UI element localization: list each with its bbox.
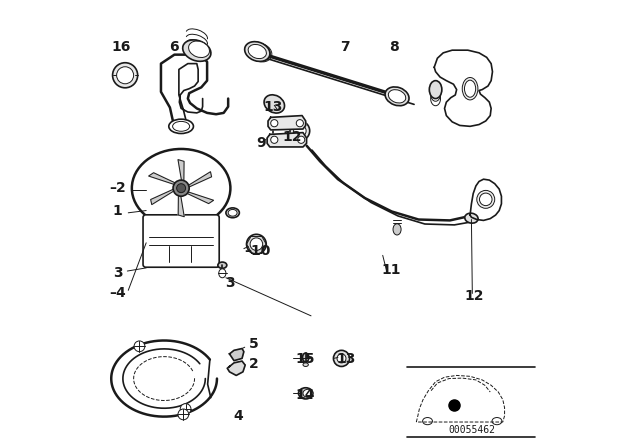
Text: 3: 3 [225, 276, 234, 290]
Polygon shape [470, 179, 502, 220]
Ellipse shape [132, 149, 230, 227]
Ellipse shape [388, 90, 406, 103]
Circle shape [296, 120, 303, 127]
Text: 13: 13 [263, 99, 283, 114]
Ellipse shape [479, 193, 492, 206]
Text: 13: 13 [336, 352, 356, 366]
Ellipse shape [218, 262, 227, 268]
Ellipse shape [393, 224, 401, 235]
Circle shape [113, 63, 138, 88]
Ellipse shape [298, 388, 313, 399]
Polygon shape [178, 159, 184, 185]
Polygon shape [267, 133, 307, 147]
Text: 00055462: 00055462 [448, 425, 495, 435]
Ellipse shape [422, 418, 433, 425]
Ellipse shape [182, 40, 211, 61]
Text: 2: 2 [249, 357, 259, 371]
Circle shape [333, 350, 349, 366]
Circle shape [290, 121, 310, 141]
Circle shape [173, 180, 189, 196]
Polygon shape [227, 361, 245, 375]
Polygon shape [185, 172, 212, 188]
Polygon shape [150, 188, 177, 205]
Text: 12: 12 [465, 289, 484, 303]
Ellipse shape [228, 210, 237, 216]
Text: 3: 3 [113, 266, 122, 280]
Circle shape [246, 234, 266, 254]
Polygon shape [230, 349, 244, 361]
Text: 1: 1 [113, 204, 122, 219]
Ellipse shape [429, 81, 442, 99]
Circle shape [178, 409, 189, 420]
Circle shape [271, 136, 278, 143]
Circle shape [337, 354, 346, 363]
Text: 4: 4 [234, 409, 243, 423]
Circle shape [180, 404, 191, 414]
Circle shape [298, 136, 305, 143]
Text: –4: –4 [109, 286, 126, 301]
Polygon shape [435, 50, 493, 126]
Circle shape [116, 67, 134, 84]
Circle shape [271, 120, 278, 127]
Circle shape [294, 125, 306, 137]
Ellipse shape [173, 121, 189, 131]
Ellipse shape [226, 208, 239, 218]
Ellipse shape [269, 123, 277, 128]
Text: 11: 11 [381, 263, 401, 277]
Text: 5: 5 [249, 337, 259, 351]
Circle shape [177, 184, 186, 193]
Ellipse shape [462, 78, 478, 100]
Polygon shape [178, 191, 184, 217]
Ellipse shape [264, 95, 285, 113]
Text: 14: 14 [296, 388, 316, 402]
Ellipse shape [477, 190, 495, 208]
Text: 9: 9 [256, 136, 266, 151]
Text: 16: 16 [111, 40, 131, 54]
Polygon shape [148, 173, 179, 186]
Circle shape [250, 238, 262, 250]
Ellipse shape [303, 363, 308, 366]
Polygon shape [184, 190, 214, 203]
Text: 6: 6 [170, 40, 179, 54]
Ellipse shape [303, 353, 309, 362]
Text: 7: 7 [340, 40, 349, 54]
Text: –10: –10 [244, 244, 271, 258]
Ellipse shape [465, 80, 476, 97]
Ellipse shape [248, 44, 266, 59]
Text: 8: 8 [389, 40, 399, 54]
FancyBboxPatch shape [143, 215, 219, 267]
Ellipse shape [492, 418, 502, 425]
Ellipse shape [244, 42, 270, 61]
Text: –2: –2 [109, 181, 126, 195]
Circle shape [134, 341, 145, 352]
Ellipse shape [303, 389, 313, 397]
Ellipse shape [385, 87, 409, 106]
Ellipse shape [219, 269, 226, 278]
Text: 12: 12 [282, 129, 302, 144]
Polygon shape [268, 116, 306, 130]
Text: 15: 15 [296, 352, 316, 366]
Ellipse shape [169, 119, 193, 134]
Ellipse shape [189, 41, 209, 57]
Ellipse shape [465, 213, 478, 223]
